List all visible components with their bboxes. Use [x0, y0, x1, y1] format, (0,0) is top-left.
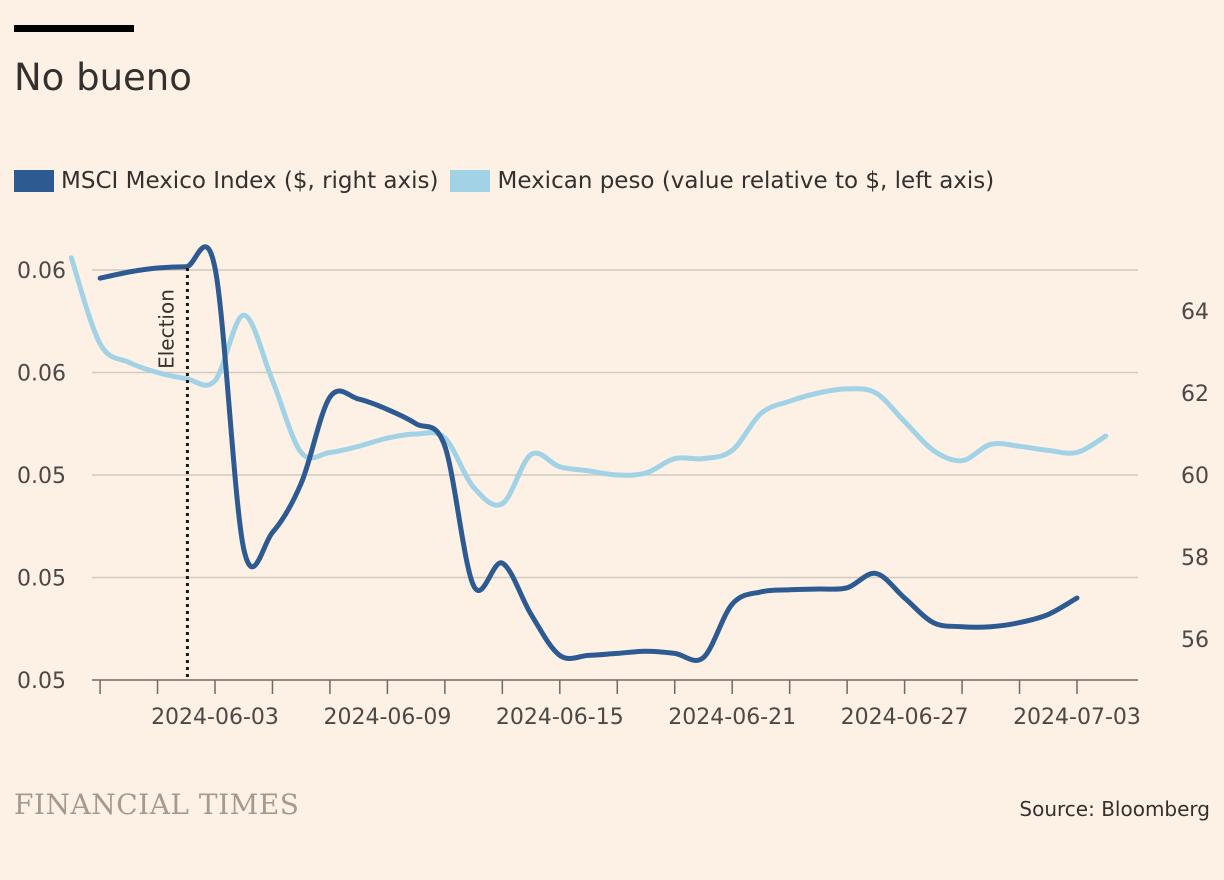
right-tick-label: 64 [1181, 300, 1209, 325]
x-tick-label: 2024-06-27 [841, 705, 969, 730]
gridlines [92, 269, 1138, 579]
chart-title: No bueno [14, 56, 192, 99]
legend-label-msci: MSCI Mexico Index ($, right axis) [61, 168, 439, 194]
left-tick-label: 0.06 [17, 259, 66, 284]
x-tick-label: 2024-07-03 [1013, 705, 1141, 730]
left-tick-label: 0.05 [17, 567, 66, 592]
right-tick-label: 62 [1181, 382, 1209, 407]
legend-label-peso: Mexican peso (value relative to $, left … [497, 168, 995, 194]
source-note: Source: Bloomberg [1019, 797, 1210, 821]
legend-swatch-msci [14, 170, 54, 192]
x-tick-label: 2024-06-03 [151, 705, 279, 730]
left-tick-label: 0.05 [17, 669, 66, 694]
legend-swatch-peso [450, 170, 491, 192]
ft-logo: FINANCIAL TIMES [14, 788, 300, 821]
right-tick-label: 58 [1181, 546, 1209, 571]
annotations: Election [154, 268, 189, 680]
top-rule [14, 25, 134, 32]
series [68, 244, 1109, 663]
election-label: Election [154, 289, 178, 369]
series-line-peso [68, 255, 1109, 508]
legend: MSCI Mexico Index ($, right axis) Mexica… [14, 168, 1006, 194]
axes: 2024-06-03 2024-06-09 2024-06-15 2024-06-21… [17, 259, 1209, 730]
x-tick-label: 2024-06-21 [668, 705, 796, 730]
right-tick-label: 56 [1181, 628, 1209, 653]
left-tick-label: 0.05 [17, 464, 66, 489]
series-line-msci [97, 244, 1080, 663]
right-tick-label: 60 [1181, 464, 1209, 489]
left-tick-label: 0.06 [17, 362, 66, 387]
x-tick-label: 2024-06-15 [496, 705, 624, 730]
legend-item-msci: MSCI Mexico Index ($, right axis) [14, 168, 438, 194]
legend-item-peso: Mexican peso (value relative to $, left … [450, 168, 994, 194]
x-tick-label: 2024-06-09 [323, 705, 451, 730]
